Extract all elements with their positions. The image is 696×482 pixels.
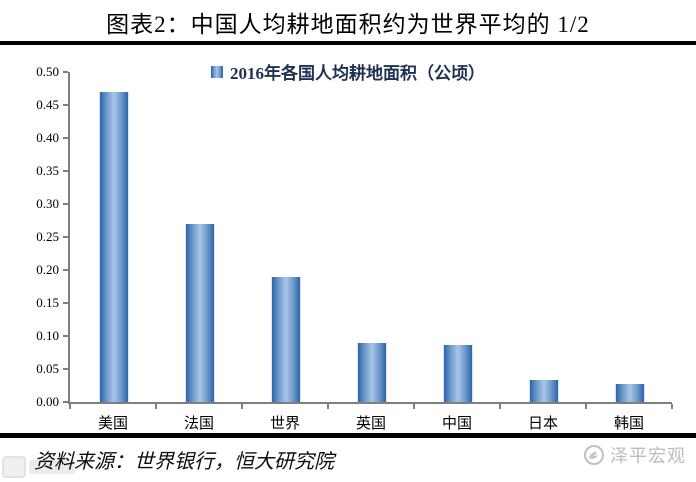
bar-1 [99,91,129,402]
x-axis-tick [69,404,71,409]
x-axis-tick [499,404,501,409]
bar-4 [357,342,387,402]
brand-bird-icon [584,445,604,465]
y-axis-tick [63,137,68,139]
y-axis-tick [63,302,68,304]
y-axis-tick [63,269,68,271]
legend-series-label: 2016年各国人均耕地面积（公顷） [230,64,485,83]
x-axis-label: 英国 [355,416,386,432]
x-axis-label: 韩国 [613,416,644,432]
top-divider-rule [0,41,696,45]
chart-legend: 2016年各国人均耕地面积（公顷） [0,59,696,84]
y-axis-label: 0.25 [36,229,59,244]
bottom-divider-rule [0,433,696,438]
bar-5 [443,345,473,402]
y-axis-tick [63,71,68,73]
faint-watermark [2,456,75,478]
y-axis-tick [63,236,68,238]
y-axis-label: 0.10 [36,328,59,343]
x-axis-tick [671,404,673,409]
y-axis-tick [63,335,68,337]
y-axis-label: 0.50 [36,64,59,79]
y-axis-tick [63,401,68,403]
y-axis-tick [63,104,68,106]
bar-7 [615,383,645,402]
x-axis-label: 美国 [97,416,128,432]
bar-6 [529,380,559,402]
watermark-blur-text [29,460,75,474]
x-axis-label: 中国 [441,416,472,432]
y-axis-label: 0.05 [36,361,59,376]
bar-3 [271,276,301,402]
x-axis-tick [327,404,329,409]
x-axis-label: 世界 [269,416,300,432]
y-axis-label: 0.30 [36,196,59,211]
brand-name: 泽平宏观 [610,446,686,466]
y-axis-label: 0.45 [36,97,59,112]
y-axis-label: 0.35 [36,163,59,178]
watermark-logo-icon [2,456,26,478]
y-axis-tick [63,170,68,172]
y-axis-label: 0.20 [36,262,59,277]
y-axis-label: 0.15 [36,295,59,310]
x-axis-tick [155,404,157,409]
chart-figure-title: 图表2：中国人均耕地面积约为世界平均的 1/2 [106,12,590,37]
brand-badge: 泽平宏观 [583,442,686,468]
legend-marker-icon [211,65,223,78]
plot-area: 0.00 0.05 0.10 0.15 0.20 0.25 0.30 0.35 0.40 0.45… [36,65,673,432]
x-axis-label: 日本 [527,416,558,432]
x-axis-label: 法国 [183,416,214,432]
x-axis-tick [585,404,587,409]
x-axis-tick [241,404,243,409]
y-axis-tick [63,368,68,370]
y-axis-label: 0.00 [36,394,59,409]
x-axis-tick [413,404,415,409]
bar-2 [185,223,215,402]
data-source-note: 资料来源：世界银行，恒大研究院 [34,451,334,473]
y-axis-tick [63,203,68,205]
y-axis-label: 0.40 [36,130,59,145]
